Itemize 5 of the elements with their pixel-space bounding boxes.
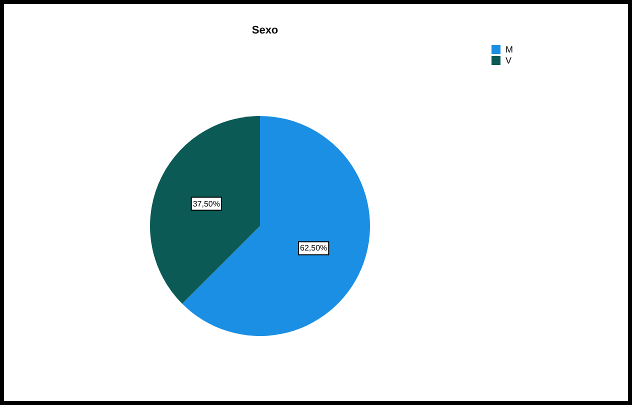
data-label: 62,50%: [300, 244, 328, 253]
chart-title: Sexo: [252, 24, 278, 36]
legend-label: V: [506, 56, 512, 66]
data-label: 37,50%: [192, 199, 220, 208]
legend-label: M: [506, 44, 514, 54]
